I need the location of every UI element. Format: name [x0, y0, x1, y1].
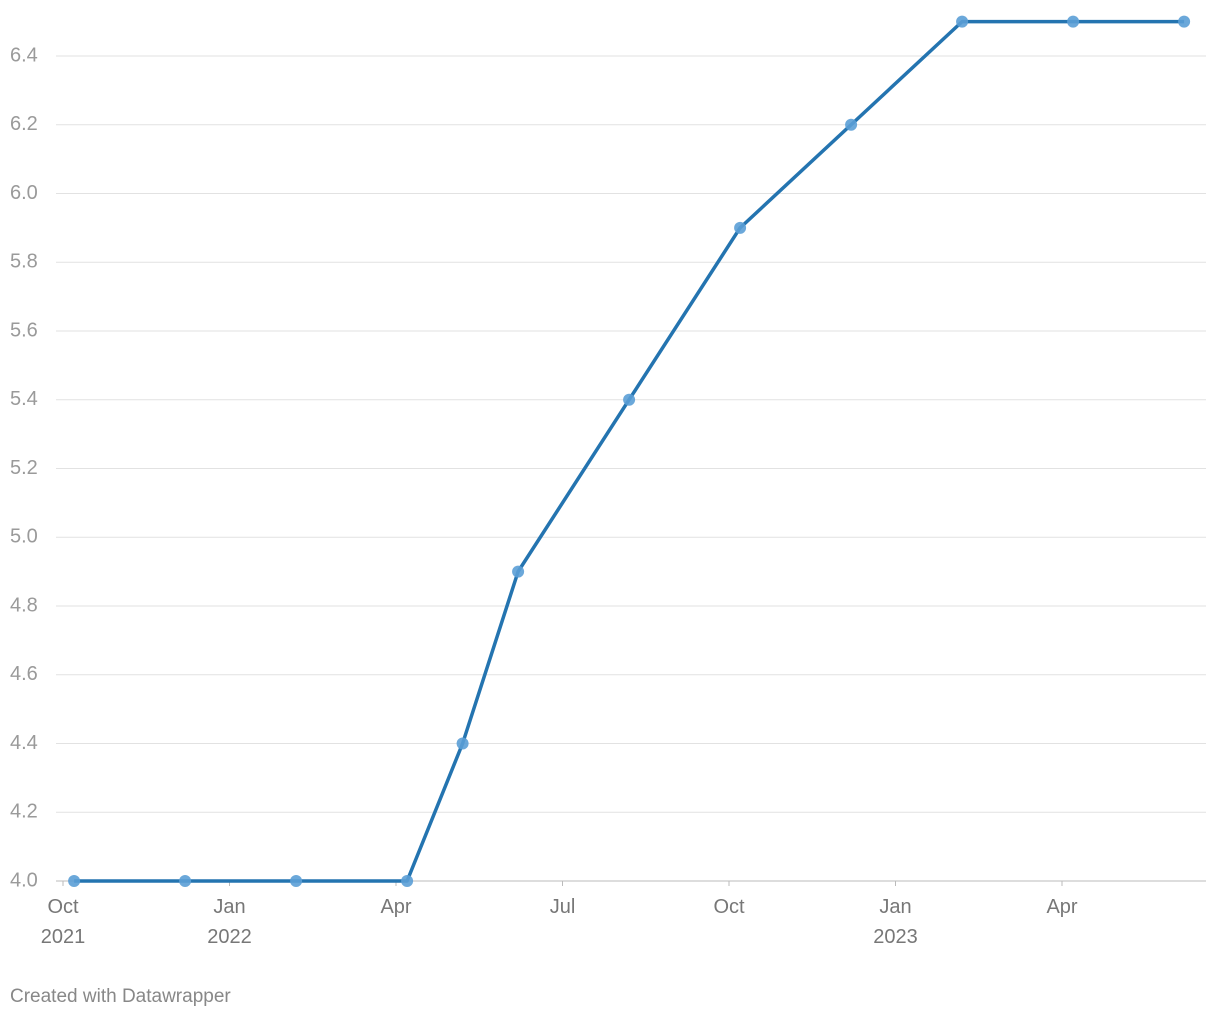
point [845, 118, 858, 131]
line [74, 19, 1185, 883]
y-tick-label: 4.4 [10, 732, 38, 754]
point [623, 393, 636, 406]
point [1178, 15, 1191, 28]
x-tick-label: Oct 2021 [41, 896, 86, 948]
point [401, 875, 414, 887]
grid [56, 55, 1206, 882]
point [68, 875, 81, 887]
point [1067, 15, 1080, 28]
y-tick-label: 4.8 [10, 594, 38, 616]
y-tick-label: 5.0 [10, 526, 38, 548]
point [179, 875, 192, 887]
point [290, 875, 303, 887]
y-tick-label: 5.4 [10, 388, 38, 410]
point [456, 737, 469, 750]
y-tick-label: 4.6 [10, 663, 38, 685]
y-tick-label: 5.2 [10, 457, 38, 479]
point [512, 565, 525, 578]
y-tick-label: 4.0 [10, 869, 38, 891]
x-tick-label: Jan 2022 [207, 896, 252, 948]
y-tick-label: 6.0 [10, 182, 38, 204]
y-tick-label: 5.6 [10, 319, 38, 341]
y-tick-label: 4.2 [10, 801, 38, 823]
point [734, 221, 747, 234]
x-tick-label: Apr [1046, 896, 1077, 918]
x-tick-label: Jul [550, 896, 576, 918]
y-tick-label: 5.8 [10, 251, 38, 273]
credit: Created with Datawrapper [10, 986, 231, 1007]
x-tick-label: Jan 2023 [873, 896, 918, 948]
x-tick-label: Oct [713, 896, 745, 918]
x-tick-label: Apr [380, 896, 411, 918]
point [956, 15, 969, 28]
y-tick-label: 6.4 [10, 44, 38, 66]
y-tick-label: 6.2 [10, 113, 38, 135]
